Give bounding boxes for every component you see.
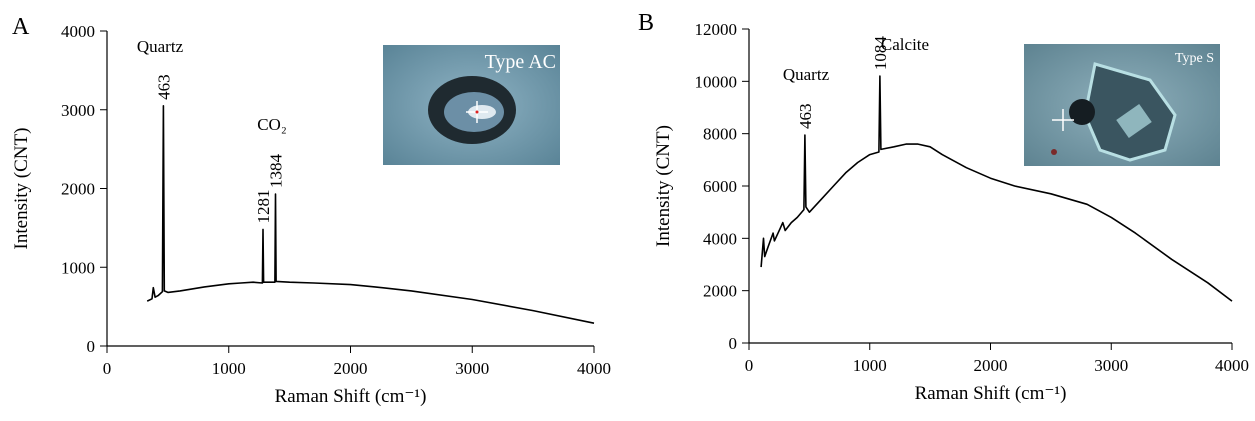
inset-b <box>1024 44 1220 166</box>
y-axis-label: Intensity (CNT) <box>653 125 674 247</box>
peak-label: 1384 <box>267 154 286 189</box>
y-tick-label: 12000 <box>695 20 738 39</box>
y-tick-label: 0 <box>729 334 738 353</box>
x-tick-label: 1000 <box>853 356 887 375</box>
inset-a <box>383 45 560 165</box>
x-tick-label: 4000 <box>1215 356 1249 375</box>
y-tick-label: 8000 <box>703 125 737 144</box>
x-tick-label: 3000 <box>455 359 489 378</box>
spectrum-line <box>146 105 595 324</box>
annotation: Quartz <box>137 37 184 56</box>
x-tick-label: 1000 <box>212 359 246 378</box>
y-tick-label: 3000 <box>61 101 95 120</box>
spectrum-line <box>760 75 1233 302</box>
x-tick-label: 2000 <box>334 359 368 378</box>
peak-label: 1084 <box>871 36 890 71</box>
x-tick-label: 3000 <box>1094 356 1128 375</box>
y-tick-label: 2000 <box>703 282 737 301</box>
x-tick-label: 0 <box>103 359 112 378</box>
annotation: Quartz <box>783 65 830 84</box>
inset-label: Type AC <box>485 51 556 73</box>
y-tick-label: 4000 <box>703 229 737 248</box>
x-axis-label: Raman Shift (cm⁻¹) <box>275 386 427 407</box>
panel-label: A <box>12 14 30 40</box>
y-tick-label: 0 <box>87 337 96 356</box>
panel-label: B <box>638 10 654 36</box>
y-tick-label: 1000 <box>61 258 95 277</box>
inset-label: Type S <box>1175 51 1214 66</box>
y-tick-label: 4000 <box>61 22 95 41</box>
x-tick-label: 4000 <box>577 359 611 378</box>
x-axis-label: Raman Shift (cm⁻¹) <box>915 383 1067 404</box>
y-axis-label: Intensity (CNT) <box>11 128 32 250</box>
peak-label: 463 <box>154 74 173 100</box>
peak-label: 1281 <box>254 189 273 223</box>
peak-label: 463 <box>796 103 815 129</box>
x-tick-label: 0 <box>745 356 754 375</box>
y-tick-label: 2000 <box>61 180 95 199</box>
x-tick-label: 2000 <box>974 356 1008 375</box>
annotation: Calcite <box>881 35 929 54</box>
y-tick-label: 10000 <box>695 72 738 91</box>
y-tick-label: 6000 <box>703 177 737 196</box>
annotation: CO₂ <box>257 115 287 134</box>
